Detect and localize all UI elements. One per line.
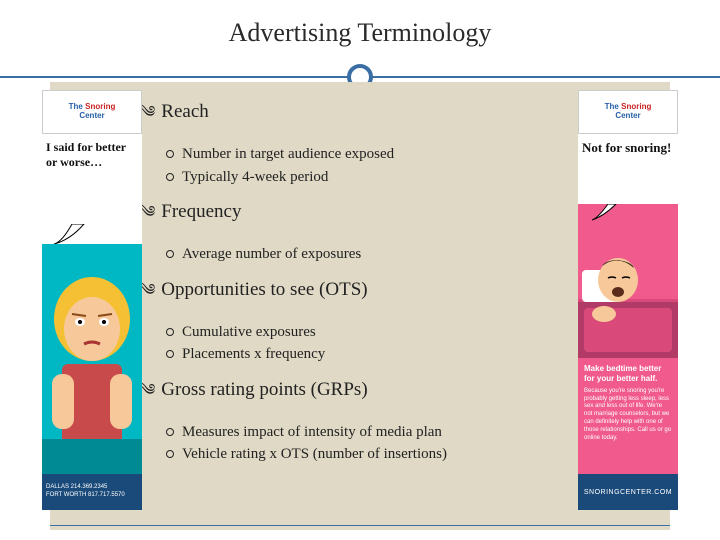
section-heading: ༄ Opportunities to see (OTS) — [140, 272, 566, 317]
list-item: Placements x frequency — [166, 343, 566, 366]
item-text: Vehicle rating x OTS (number of insertio… — [182, 443, 447, 466]
brand-main: Snoring — [621, 102, 651, 111]
circle-bullet-icon — [166, 250, 174, 258]
brand-main: Snoring — [85, 102, 115, 111]
brand-sub: Center — [615, 112, 640, 121]
brand-top: The — [605, 102, 619, 111]
list-item: Typically 4-week period — [166, 166, 566, 189]
ad-illustration-right — [578, 204, 678, 358]
title-area: Advertising Terminology — [0, 0, 720, 56]
content-area: ༄ Reach Number in target audience expose… — [140, 94, 566, 522]
item-text: Typically 4-week period — [182, 166, 328, 189]
item-text: Average number of exposures — [182, 243, 361, 266]
ad-headline: Make bedtime better for your better half… — [584, 364, 672, 385]
ad-footer-left: DALLAS 214.369.2345 FORT WORTH 817.717.5… — [42, 474, 142, 510]
section-heading: ༄ Gross rating points (GRPs) — [140, 372, 566, 417]
ad-text-block: Make bedtime better for your better half… — [578, 358, 678, 474]
list-item: Number in target audience exposed — [166, 143, 566, 166]
ad-brand-header: The Snoring Center — [42, 90, 142, 134]
ad-caption: I said for better or worse… — [42, 134, 142, 224]
list-item: Cumulative exposures — [166, 321, 566, 344]
sub-list: Measures impact of intensity of media pl… — [166, 421, 566, 466]
ad-url: SNORINGCENTER.COM — [584, 489, 672, 496]
list-item: Vehicle rating x OTS (number of insertio… — [166, 443, 566, 466]
heading-text: Opportunities to see (OTS) — [161, 279, 367, 301]
circle-bullet-icon — [166, 328, 174, 336]
item-text: Cumulative exposures — [182, 321, 316, 344]
sub-list: Cumulative exposures Placements x freque… — [166, 321, 566, 366]
ad-footer-right: SNORINGCENTER.COM — [578, 474, 678, 510]
circle-bullet-icon — [166, 173, 174, 181]
ad-caption: Not for snoring! — [578, 134, 678, 204]
item-text: Placements x frequency — [182, 343, 325, 366]
swirl-bullet-icon: ༄ — [140, 194, 155, 239]
section-heading: ༄ Frequency — [140, 194, 566, 239]
swirl-bullet-icon: ༄ — [140, 372, 155, 417]
heading-text: Reach — [161, 101, 208, 123]
circle-bullet-icon — [166, 150, 174, 158]
heading-text: Frequency — [161, 201, 241, 223]
sub-list: Number in target audience exposed Typica… — [166, 143, 566, 188]
circle-bullet-icon — [166, 350, 174, 358]
circle-bullet-icon — [166, 428, 174, 436]
brand-top: The — [69, 102, 83, 111]
list-item: Average number of exposures — [166, 243, 566, 266]
ad-phone-fortworth: FORT WORTH 817.717.5570 — [46, 492, 138, 500]
swirl-bullet-icon: ༄ — [140, 94, 155, 139]
circle-bullet-icon — [166, 450, 174, 458]
ad-banner-left: The Snoring Center I said for better or … — [42, 90, 142, 510]
slide-title: Advertising Terminology — [0, 18, 720, 48]
list-item: Measures impact of intensity of media pl… — [166, 421, 566, 444]
speech-bubble-tail-icon — [42, 224, 142, 244]
ad-banner-right: The Snoring Center Not for snoring! Make… — [578, 90, 678, 510]
sub-list: Average number of exposures — [166, 243, 566, 266]
ad-body: Because you're snoring you're probably g… — [584, 388, 672, 443]
ad-phone-dallas: DALLAS 214.369.2345 — [46, 484, 138, 492]
swirl-bullet-icon: ༄ — [140, 272, 155, 317]
cartoon-man-sleeping-icon — [578, 204, 678, 358]
ad-brand-header: The Snoring Center — [578, 90, 678, 134]
item-text: Number in target audience exposed — [182, 143, 394, 166]
brand-sub: Center — [79, 112, 104, 121]
item-text: Measures impact of intensity of media pl… — [182, 421, 442, 444]
cartoon-woman-icon — [42, 244, 142, 474]
section-heading: ༄ Reach — [140, 94, 566, 139]
ad-illustration-left — [42, 244, 142, 474]
footer-line — [50, 525, 670, 527]
heading-text: Gross rating points (GRPs) — [161, 379, 367, 401]
